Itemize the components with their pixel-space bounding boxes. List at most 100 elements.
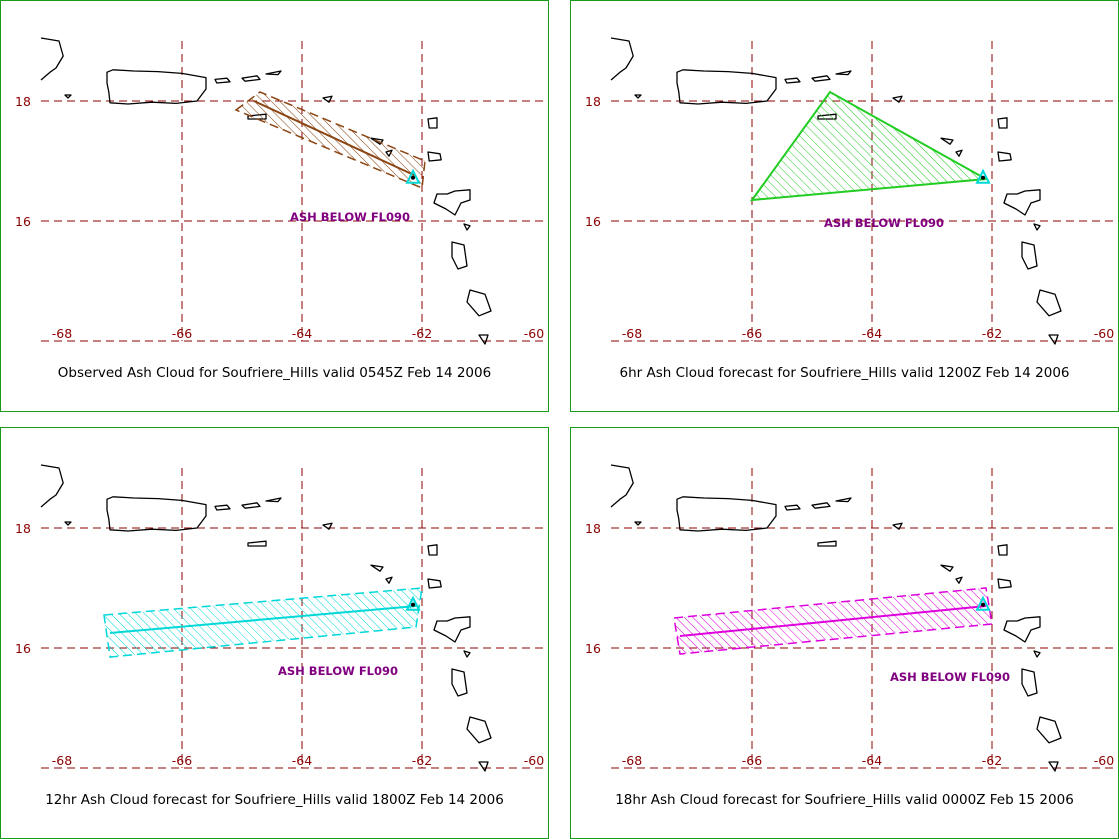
panel-caption: Observed Ash Cloud for Soufriere_Hills v… (57, 365, 492, 381)
island-coast (1021, 668, 1038, 697)
lon-tick-label: -68 (622, 326, 642, 341)
map-canvas: -68 -66 -64 -62 -60 18 16 ASH BELOW FL090 (585, 37, 1116, 345)
island-coast (955, 149, 963, 157)
island-coast (322, 95, 333, 103)
lat-tick-label: 16 (585, 641, 601, 656)
triangle-icon (405, 168, 421, 184)
ash-level-label: ASH BELOW FL090 (290, 210, 410, 224)
island-coast (427, 544, 438, 556)
ash-cloud-band (234, 91, 426, 190)
lon-tick-label: -64 (862, 753, 882, 768)
volcano-dot (411, 175, 415, 180)
triangle-icon (405, 595, 421, 611)
island-coast (892, 95, 903, 103)
island-coast (835, 497, 852, 503)
lat-tick-label: 18 (15, 521, 31, 536)
island-coast (1033, 223, 1041, 231)
map-panel-12hr: -68 -66 -64 -62 -60 18 16 ASH BELOW FL090 12hr … (0, 427, 549, 839)
map-panel-6hr: -68 -66 -64 -62 -60 18 16 ASH BELOW FL090 6hr A… (570, 0, 1119, 412)
island-coast (1033, 650, 1041, 658)
island-coast (241, 502, 261, 509)
ash-cloud-band (103, 587, 423, 658)
island-coast (997, 151, 1012, 162)
island-coast (1048, 761, 1059, 772)
puerto-rico-coast (676, 69, 777, 105)
island-coast (634, 94, 642, 99)
ash-cloud-axis (679, 605, 987, 637)
island-coast (265, 497, 282, 503)
hispaniola-coast (40, 464, 64, 508)
lat-tick-label: 16 (15, 641, 31, 656)
lon-tick-label: -64 (292, 753, 312, 768)
lon-tick-label: -60 (524, 753, 544, 768)
lon-tick-label: -62 (412, 753, 432, 768)
map-panel-18hr: -68 -66 -64 -62 -60 18 16 ASH BELOW FL090 18hr … (570, 427, 1119, 839)
map-panel-observed: -68 -66 -64 -62 -60 18 16 ASH BELOW FL090 Obser… (0, 0, 549, 412)
island-coast (955, 576, 963, 584)
ash-level-label: ASH BELOW FL090 (890, 670, 1010, 684)
island-coast (427, 578, 442, 589)
island-coast (997, 578, 1012, 589)
island-coast (997, 117, 1008, 129)
triangle-icon (975, 168, 991, 184)
island-coast (997, 544, 1008, 556)
map-canvas: -68 -66 -64 -62 -60 18 16 ASH BELOW FL090 (15, 37, 546, 345)
ash-level-label: ASH BELOW FL090 (278, 664, 398, 678)
lat-tick-label: 18 (15, 94, 31, 109)
lon-tick-label: -62 (982, 753, 1002, 768)
hispaniola-coast (610, 37, 634, 81)
volcano-dot (411, 602, 415, 607)
volcano-dot (981, 175, 985, 180)
island-coast (811, 75, 831, 82)
island-coast (835, 70, 852, 76)
lon-tick-label: -66 (742, 753, 762, 768)
ash-level-label: ASH BELOW FL090 (824, 216, 944, 230)
island-coast (892, 522, 903, 530)
island-coast (463, 223, 471, 231)
island-coast (784, 504, 801, 511)
volcano-dot (981, 602, 985, 607)
puerto-rico-coast (106, 69, 207, 105)
island-coast (478, 334, 489, 345)
map-canvas: -68 -66 -64 -62 -60 18 16 ASH BELOW FL090 (585, 464, 1116, 772)
ash-cloud-axis (253, 100, 417, 177)
map-canvas: -68 -66 -64 -62 -60 18 16 ASH BELOW FL090 (15, 464, 546, 772)
island-coast (784, 77, 801, 84)
island-coast (427, 151, 442, 162)
lon-tick-label: -66 (172, 326, 192, 341)
puerto-rico-coast (676, 496, 777, 532)
panel-caption: 12hr Ash Cloud forecast for Soufriere_Hi… (45, 792, 504, 808)
island-coast (466, 289, 492, 317)
panel-caption: 18hr Ash Cloud forecast for Soufriere_Hi… (615, 792, 1074, 808)
island-coast (241, 75, 261, 82)
island-coast (433, 189, 471, 216)
lon-tick-label: -60 (1094, 326, 1114, 341)
island-coast (817, 540, 837, 547)
lat-tick-label: 18 (585, 521, 601, 536)
lon-tick-label: -60 (1094, 753, 1114, 768)
island-coast (214, 504, 231, 511)
island-coast (64, 521, 72, 526)
island-coast (1048, 334, 1059, 345)
island-coast (427, 117, 438, 129)
lat-tick-label: 16 (585, 214, 601, 229)
island-coast (247, 540, 267, 547)
puerto-rico-coast (106, 496, 207, 532)
triangle-icon (975, 595, 991, 611)
island-coast (214, 77, 231, 84)
lon-tick-label: -62 (982, 326, 1002, 341)
lon-tick-label: -66 (742, 326, 762, 341)
lon-tick-label: -68 (52, 753, 72, 768)
ash-cloud-axis (109, 605, 417, 634)
island-coast (451, 668, 468, 697)
island-coast (1003, 189, 1041, 216)
island-coast (64, 94, 72, 99)
hispaniola-coast (610, 464, 634, 508)
island-coast (322, 522, 333, 530)
island-coast (451, 241, 468, 270)
island-coast (385, 576, 393, 584)
panel-caption: 6hr Ash Cloud forecast for Soufriere_Hil… (619, 365, 1070, 381)
lat-tick-label: 18 (585, 94, 601, 109)
lon-tick-label: -66 (172, 753, 192, 768)
ash-cloud-polygon (749, 90, 990, 202)
